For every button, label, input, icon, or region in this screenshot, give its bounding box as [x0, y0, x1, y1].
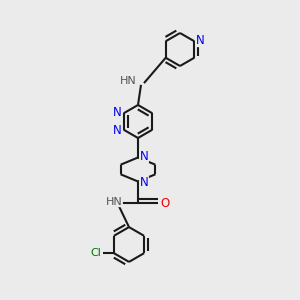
- Text: O: O: [160, 196, 169, 210]
- Text: HN: HN: [106, 196, 122, 207]
- Text: N: N: [113, 106, 122, 119]
- Text: HN: HN: [120, 76, 136, 86]
- Text: N: N: [140, 176, 148, 190]
- Text: N: N: [196, 34, 205, 46]
- Text: N: N: [113, 124, 122, 137]
- Text: Cl: Cl: [91, 248, 101, 258]
- Text: N: N: [140, 149, 148, 163]
